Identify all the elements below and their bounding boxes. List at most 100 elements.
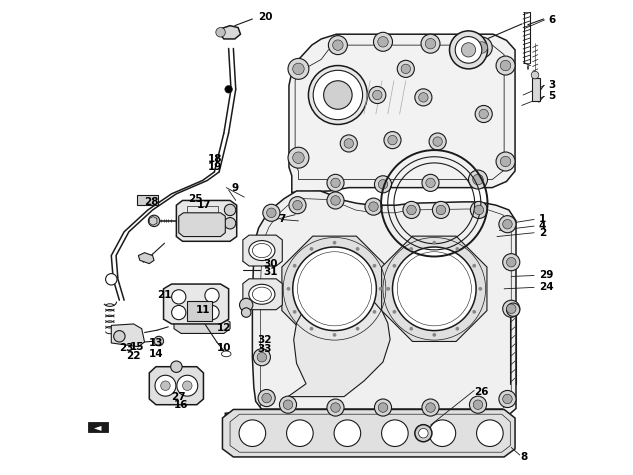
- Circle shape: [182, 381, 192, 390]
- Circle shape: [373, 310, 377, 314]
- Polygon shape: [222, 409, 515, 457]
- Text: 27: 27: [172, 391, 186, 402]
- Circle shape: [425, 38, 436, 49]
- Circle shape: [172, 305, 186, 320]
- Circle shape: [378, 37, 388, 47]
- Circle shape: [415, 425, 432, 442]
- Circle shape: [475, 105, 492, 123]
- Polygon shape: [177, 200, 237, 241]
- Bar: [532, 78, 540, 101]
- Circle shape: [257, 352, 266, 362]
- Circle shape: [356, 327, 360, 331]
- Polygon shape: [289, 34, 515, 192]
- Text: 14: 14: [149, 349, 164, 359]
- Circle shape: [436, 205, 446, 215]
- Circle shape: [172, 290, 186, 304]
- Circle shape: [432, 201, 449, 219]
- Circle shape: [373, 264, 377, 268]
- Text: 12: 12: [216, 323, 231, 333]
- Circle shape: [477, 420, 503, 446]
- Circle shape: [506, 303, 520, 316]
- Polygon shape: [225, 191, 516, 419]
- Text: 19: 19: [208, 162, 223, 172]
- Circle shape: [369, 86, 386, 104]
- Text: 21: 21: [158, 290, 172, 301]
- Text: 16: 16: [174, 399, 189, 410]
- Circle shape: [287, 420, 313, 446]
- Text: 30: 30: [263, 258, 278, 269]
- Circle shape: [410, 327, 413, 331]
- Circle shape: [292, 152, 304, 163]
- Circle shape: [472, 37, 492, 58]
- Polygon shape: [149, 217, 157, 225]
- Circle shape: [205, 305, 219, 320]
- Circle shape: [421, 34, 440, 53]
- Circle shape: [432, 241, 436, 245]
- Text: 31: 31: [263, 266, 278, 277]
- Circle shape: [258, 390, 275, 407]
- Text: 20: 20: [258, 11, 273, 22]
- Circle shape: [479, 109, 489, 119]
- Circle shape: [106, 274, 117, 285]
- Circle shape: [455, 247, 459, 251]
- Circle shape: [499, 216, 516, 233]
- Circle shape: [292, 264, 296, 268]
- Polygon shape: [179, 213, 225, 237]
- Circle shape: [154, 336, 163, 346]
- Ellipse shape: [249, 284, 275, 304]
- Text: 6: 6: [548, 15, 556, 25]
- Circle shape: [179, 214, 192, 228]
- Circle shape: [401, 64, 411, 74]
- Circle shape: [474, 205, 484, 215]
- Text: 26: 26: [474, 387, 489, 397]
- Circle shape: [310, 247, 313, 251]
- Circle shape: [429, 133, 446, 150]
- Circle shape: [468, 170, 487, 189]
- Text: 15: 15: [130, 342, 145, 352]
- Circle shape: [382, 420, 408, 446]
- Circle shape: [289, 197, 306, 214]
- Circle shape: [499, 390, 516, 408]
- Circle shape: [225, 86, 232, 93]
- Text: 28: 28: [144, 197, 159, 207]
- Circle shape: [155, 375, 176, 396]
- Circle shape: [418, 428, 428, 438]
- Circle shape: [433, 137, 442, 146]
- Circle shape: [415, 89, 432, 106]
- Circle shape: [239, 420, 266, 446]
- Circle shape: [479, 287, 482, 291]
- Circle shape: [292, 63, 304, 75]
- Circle shape: [531, 71, 539, 79]
- Circle shape: [384, 132, 401, 149]
- Circle shape: [310, 327, 313, 331]
- Circle shape: [449, 31, 487, 69]
- Text: 9: 9: [231, 182, 238, 193]
- Circle shape: [426, 178, 436, 188]
- Text: 33: 33: [257, 344, 272, 354]
- Circle shape: [392, 310, 396, 314]
- Polygon shape: [87, 422, 108, 432]
- Circle shape: [388, 135, 397, 145]
- Circle shape: [224, 218, 235, 229]
- Circle shape: [418, 93, 428, 102]
- Circle shape: [373, 32, 392, 51]
- Circle shape: [334, 420, 361, 446]
- Circle shape: [429, 420, 456, 446]
- Circle shape: [461, 43, 475, 57]
- Text: 32: 32: [257, 334, 272, 345]
- Circle shape: [148, 215, 160, 227]
- Circle shape: [503, 300, 520, 317]
- Circle shape: [506, 257, 516, 267]
- Circle shape: [379, 287, 382, 291]
- Text: 24: 24: [539, 282, 553, 293]
- Circle shape: [308, 66, 367, 124]
- Circle shape: [253, 349, 270, 366]
- Circle shape: [386, 287, 390, 291]
- Circle shape: [279, 396, 296, 413]
- Circle shape: [331, 196, 341, 205]
- Circle shape: [496, 152, 515, 171]
- Circle shape: [392, 247, 476, 331]
- Text: 5: 5: [548, 91, 556, 102]
- Circle shape: [403, 201, 420, 219]
- Text: 4: 4: [539, 221, 546, 231]
